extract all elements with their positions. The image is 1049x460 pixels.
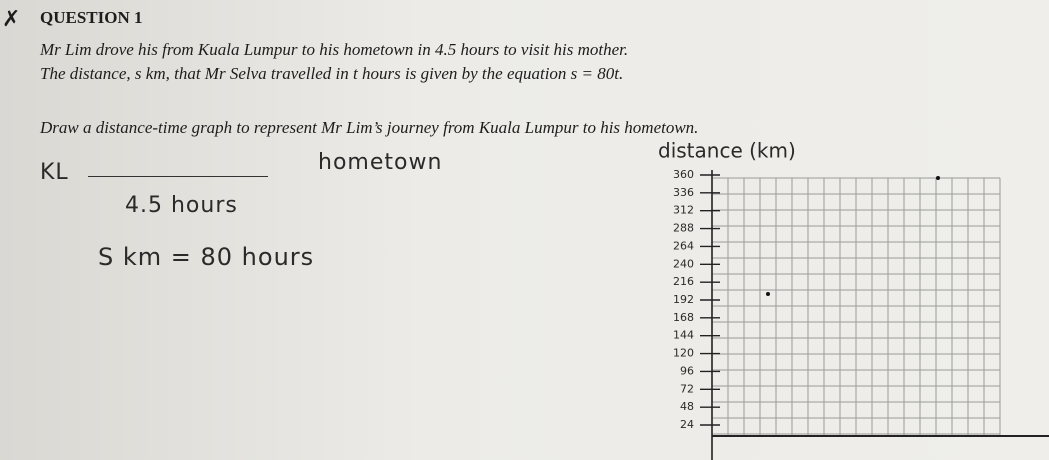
- tick-label: 48: [680, 400, 694, 413]
- tick-label: 144: [673, 329, 694, 342]
- answer-from: KL: [40, 160, 69, 185]
- tick-label: 240: [673, 257, 694, 270]
- cross-mark: ✗: [2, 6, 21, 31]
- tick-label: 264: [673, 239, 694, 252]
- tick-label: 192: [673, 293, 694, 306]
- axis-label: distance (km): [658, 139, 796, 163]
- answer-time: 4.5 hours: [125, 193, 238, 218]
- answer-equation: S km = 80 hours: [98, 243, 315, 271]
- tick-label: 24: [680, 418, 694, 431]
- plot-dot: [766, 292, 770, 296]
- tick-label: 120: [673, 347, 694, 360]
- tick-label: 72: [680, 382, 694, 395]
- plot-dot: [936, 176, 940, 180]
- tick-label: 96: [680, 364, 694, 377]
- tick-label: 168: [673, 311, 694, 324]
- question-line: The distance, s km, that Mr Selva travel…: [40, 64, 624, 83]
- question-line: Mr Lim drove his from Kuala Lumpur to hi…: [40, 40, 629, 59]
- route-line: [88, 176, 268, 177]
- tick-label: 360: [673, 168, 694, 181]
- question-line: Draw a distance-time graph to represent …: [40, 118, 699, 137]
- question-number: QUESTION 1: [40, 8, 143, 27]
- answer-to: hometown: [318, 150, 443, 175]
- tick-label: 312: [673, 204, 694, 217]
- tick-label: 216: [673, 275, 694, 288]
- tick-label: 288: [673, 222, 694, 235]
- tick-label: 336: [673, 186, 694, 199]
